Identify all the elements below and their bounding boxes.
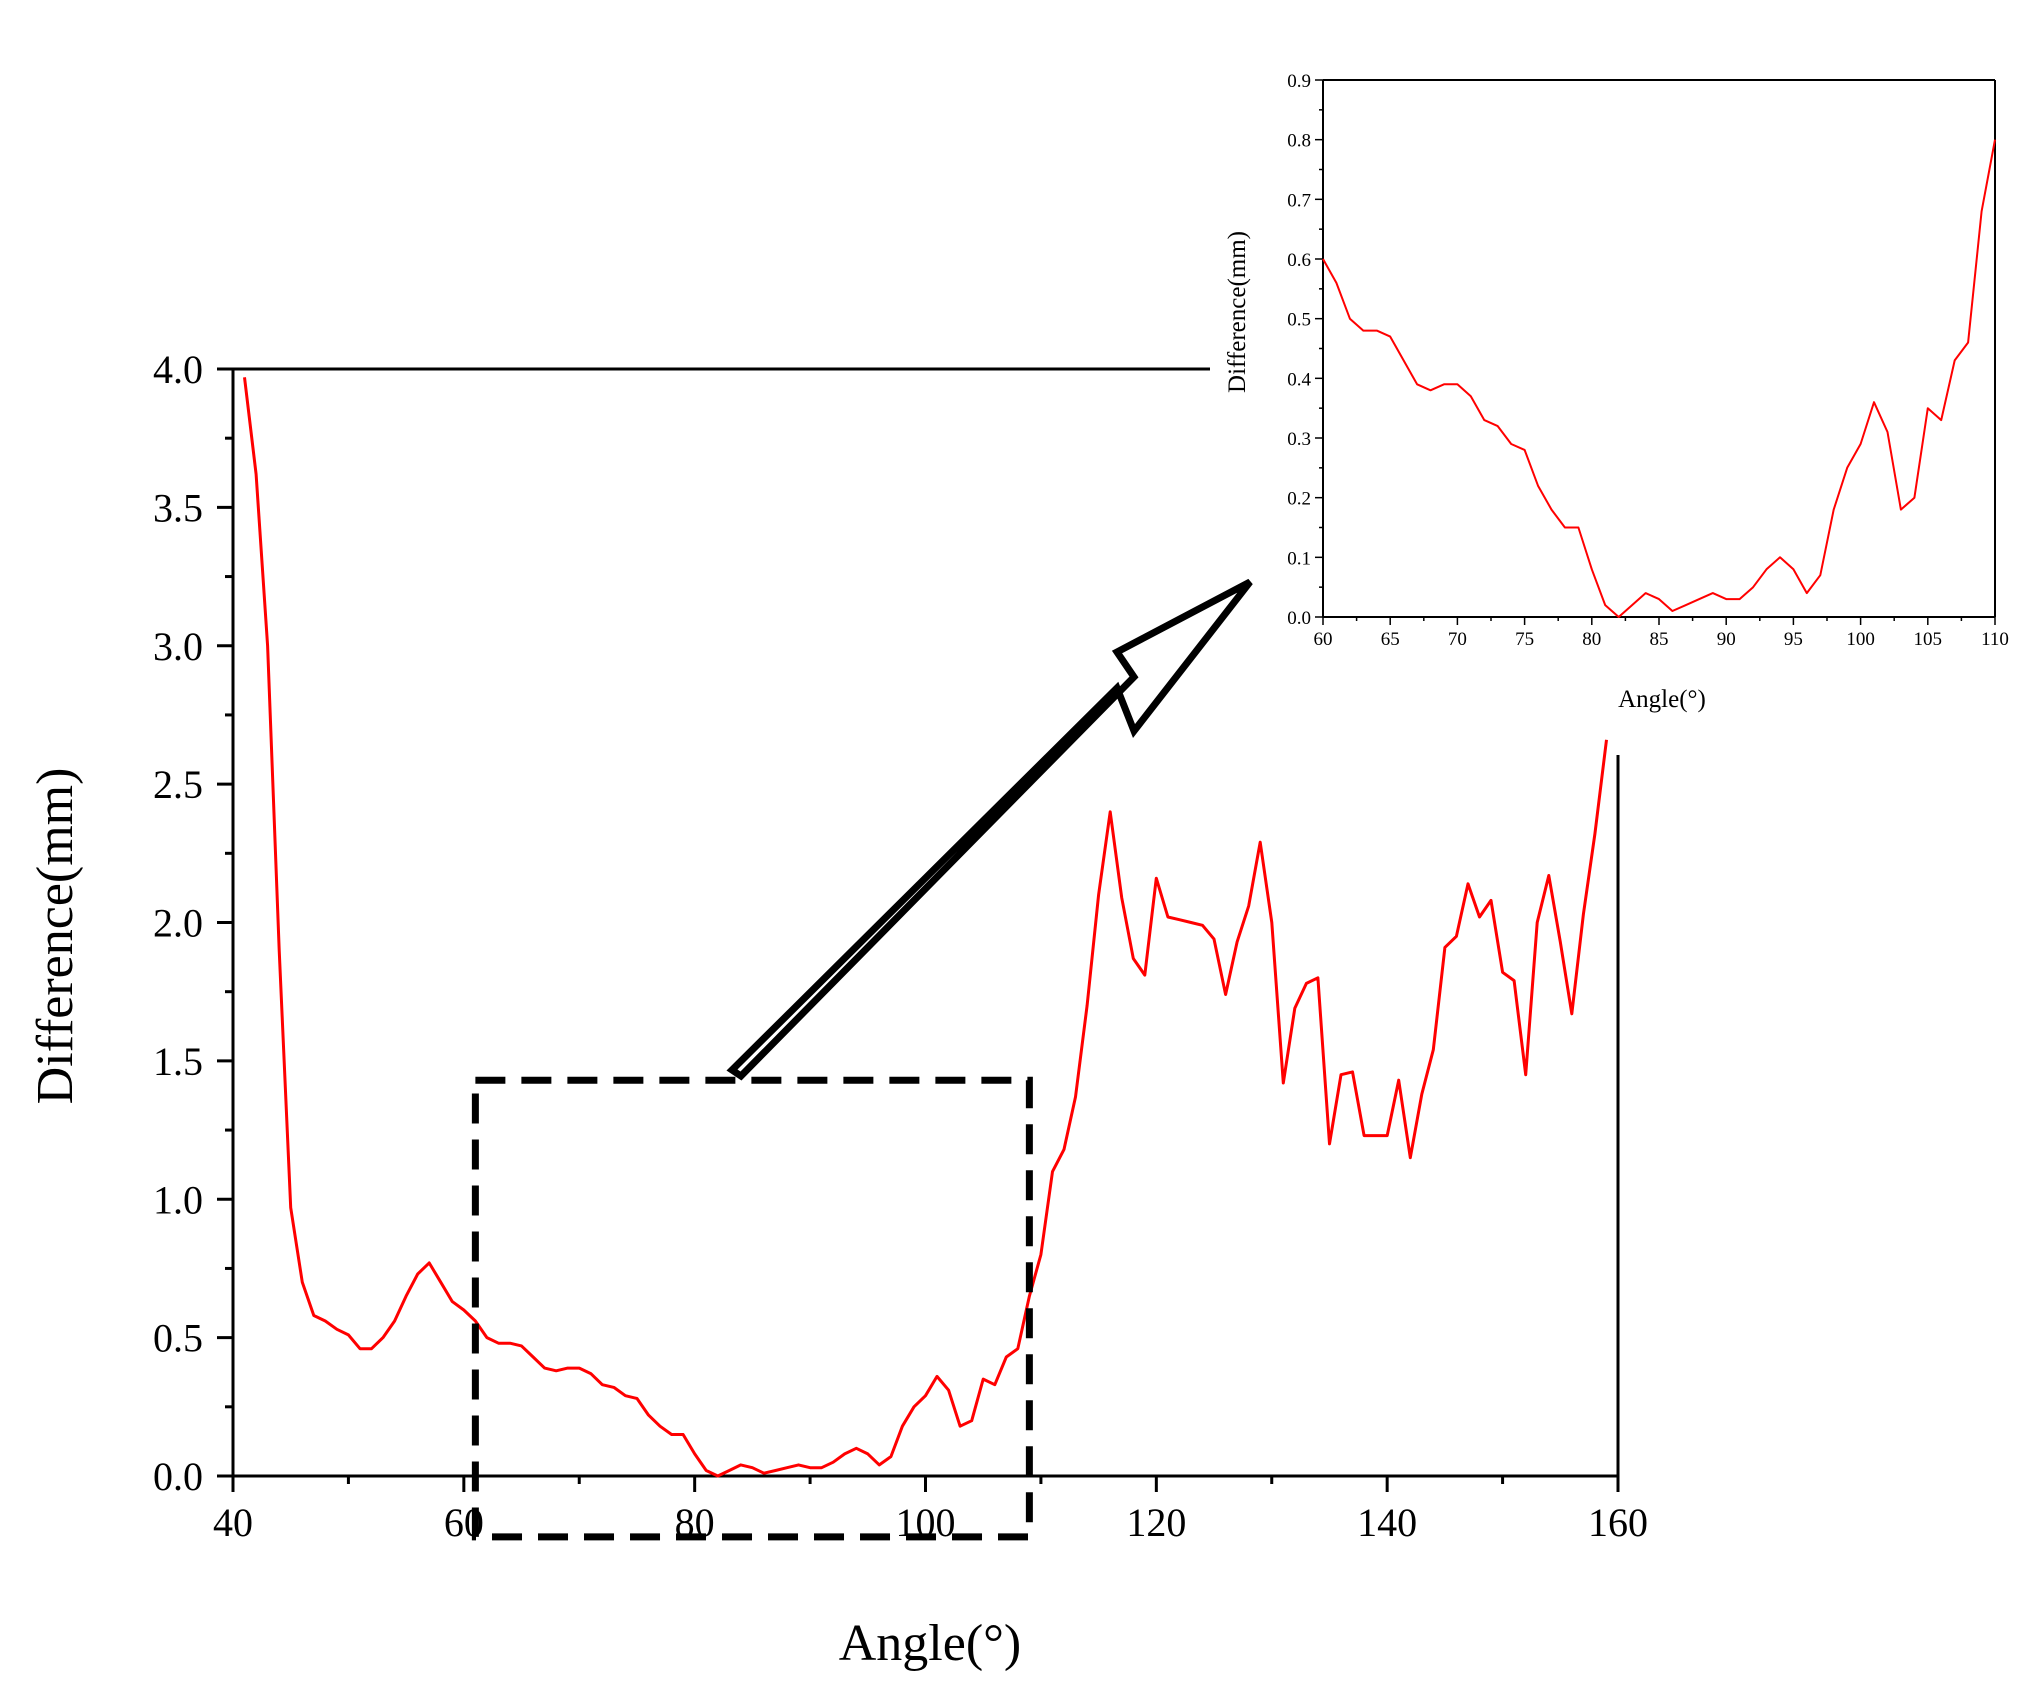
main-y-tick-label: 2.0 — [153, 901, 203, 946]
inset-background — [1323, 80, 1995, 618]
inset-x-tick-label: 105 — [1914, 629, 1943, 650]
main-y-axis-title: Difference(mm) — [27, 768, 84, 1105]
inset-x-tick-label: 110 — [1981, 629, 2009, 650]
inset-series-line — [1322, 139, 1996, 618]
main-y-tick-label: 4.0 — [153, 347, 203, 392]
inset-x-tick-label: 80 — [1582, 629, 1601, 650]
main-y-tick-label: 2.5 — [153, 762, 203, 807]
inset-y-tick-label: 0.4 — [1287, 369, 1311, 390]
inset-x-tick-label: 60 — [1314, 629, 1333, 650]
main-series-line — [243, 377, 1608, 1478]
inset-x-axis-title: Angle(°) — [1618, 686, 1706, 713]
inset-ticks: 60 65 70 75 80 85 90 95 100 105 110 0.0 0.1 0.2 0.3 0.4… — [1287, 71, 2009, 650]
inset-x-tick-label: 100 — [1846, 629, 1875, 650]
inset-y-tick-label: 0.1 — [1287, 548, 1311, 569]
main-x-tick-label: 140 — [1357, 1500, 1417, 1545]
inset-chart: 60 65 70 75 80 85 90 95 100 105 110 0.0 0.1 0.2 0.3 0.4… — [1224, 71, 2009, 713]
zoom-arrow — [726, 578, 1253, 1081]
main-y-tick-label: 3.5 — [153, 485, 203, 530]
inset-x-tick-label: 65 — [1381, 629, 1400, 650]
inset-y-axis-title: Difference(mm) — [1224, 231, 1251, 393]
inset-y-tick-label: 0.9 — [1287, 71, 1311, 92]
zoom-region-box — [471, 1076, 1033, 1541]
inset-y-tick-label: 0.2 — [1287, 489, 1311, 510]
main-y-tick-label: 1.5 — [153, 1039, 203, 1084]
main-y-tick-label: 0.5 — [153, 1316, 203, 1361]
inset-x-tick-label: 95 — [1784, 629, 1803, 650]
inset-y-tick-label: 0.5 — [1287, 310, 1311, 331]
main-x-axis-title: Angle(°) — [839, 1615, 1022, 1672]
inset-x-tick-label: 85 — [1650, 629, 1669, 650]
inset-y-tick-label: 0.6 — [1287, 250, 1311, 271]
inset-y-tick-label: 0.0 — [1287, 608, 1311, 629]
main-x-tick-label: 40 — [213, 1500, 253, 1545]
inset-x-tick-label: 75 — [1515, 629, 1534, 650]
main-y-tick-label: 3.0 — [153, 624, 203, 669]
main-y-tick-label: 1.0 — [153, 1177, 203, 1222]
main-y-tick-label: 0.0 — [153, 1454, 203, 1499]
main-x-tick-label: 120 — [1126, 1500, 1186, 1545]
main-chart: 40 60 80 100 120 140 1600.00.51.01.52.02.53.03… — [27, 347, 1648, 1672]
inset-y-tick-label: 0.3 — [1287, 429, 1311, 450]
inset-x-tick-label: 70 — [1448, 629, 1467, 650]
inset-y-tick-label: 0.7 — [1287, 190, 1311, 211]
inset-y-tick-label: 0.8 — [1287, 131, 1311, 152]
main-x-tick-label: 160 — [1588, 1500, 1648, 1545]
inset-x-tick-label: 90 — [1717, 629, 1736, 650]
